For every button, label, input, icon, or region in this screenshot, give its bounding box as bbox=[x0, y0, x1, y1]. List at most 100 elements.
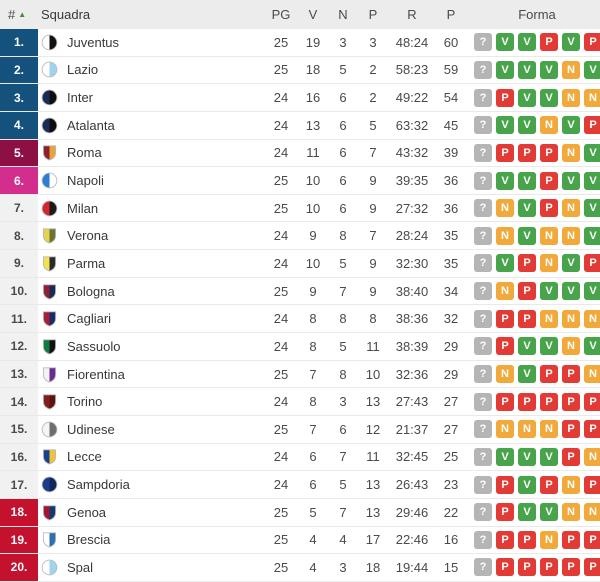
cell-n: 7 bbox=[339, 283, 347, 299]
form-boxes: ? N P V V V bbox=[466, 278, 600, 305]
form-box: P bbox=[518, 309, 536, 328]
form-box: N bbox=[584, 447, 600, 466]
team-logo-icon bbox=[41, 89, 58, 106]
header-played[interactable]: PG bbox=[271, 7, 291, 22]
header-position[interactable]: # ▲ bbox=[0, 7, 38, 22]
form-box: V bbox=[496, 254, 514, 273]
team-name: Cagliari bbox=[67, 311, 112, 327]
header-draws[interactable]: N bbox=[338, 7, 348, 22]
form-box: N bbox=[496, 199, 514, 218]
cell-p: 2 bbox=[369, 90, 377, 106]
form-boxes: ? V V V P N bbox=[466, 444, 600, 471]
header-losses[interactable]: P bbox=[368, 7, 378, 22]
cell-n: 5 bbox=[339, 62, 347, 78]
form-box: V bbox=[540, 337, 558, 356]
table-row[interactable]: 19. Brescia 25 4 4 17 22:46 16 ? P P N P P bbox=[0, 526, 600, 555]
team-logo-icon bbox=[42, 366, 57, 383]
form-box: P bbox=[518, 143, 536, 162]
form-box-unknown: ? bbox=[474, 530, 492, 549]
form-box: P bbox=[540, 475, 558, 494]
cell-pts: 59 bbox=[443, 62, 459, 78]
table-row[interactable]: 16. Lecce 24 6 7 11 32:45 25 ? V V V P N bbox=[0, 443, 600, 472]
form-box: N bbox=[540, 226, 558, 245]
header-points[interactable]: P bbox=[446, 7, 456, 22]
table-row[interactable]: 11. Cagliari 24 8 8 8 38:36 32 ? P P N N N bbox=[0, 305, 600, 334]
table-row[interactable]: 5. Roma 24 11 6 7 43:32 39 ? P P P N V bbox=[0, 139, 600, 168]
cell-r: 29:46 bbox=[395, 504, 429, 520]
table-row[interactable]: 10. Bologna 25 9 7 9 38:40 34 ? N P V V V bbox=[0, 277, 600, 306]
table-row[interactable]: 13. Fiorentina 25 7 8 10 32:36 29 ? N V P P N bbox=[0, 360, 600, 389]
cell-v: 6 bbox=[309, 449, 317, 465]
team-logo-icon bbox=[41, 62, 58, 78]
header-team[interactable]: Squadra bbox=[41, 7, 91, 22]
form-box: V bbox=[518, 447, 536, 466]
cell-pts: 34 bbox=[443, 283, 459, 299]
table-row[interactable]: 7. Milan 25 10 6 9 27:32 36 ? N V P N V bbox=[0, 194, 600, 223]
cell-v: 19 bbox=[305, 34, 321, 50]
cell-v: 10 bbox=[305, 200, 321, 216]
cell-pts: 35 bbox=[443, 255, 459, 271]
position-badge: 17. bbox=[0, 471, 38, 498]
team-name: Genoa bbox=[67, 504, 107, 520]
form-box: V bbox=[562, 282, 580, 301]
team-name: Juventus bbox=[67, 34, 120, 50]
table-row[interactable]: 6. Napoli 25 10 6 9 39:35 36 ? V V P V V bbox=[0, 167, 600, 195]
cell-r: 21:37 bbox=[395, 421, 429, 437]
table-row[interactable]: 14. Torino 24 8 3 13 27:43 27 ? P P P P P bbox=[0, 388, 600, 416]
table-row[interactable]: 2. Lazio 25 18 5 2 58:23 59 ? V V V N V bbox=[0, 56, 600, 85]
cell-r: 27:43 bbox=[395, 394, 429, 410]
header-wins[interactable]: V bbox=[308, 7, 318, 22]
table-row[interactable]: 9. Parma 24 10 5 9 32:30 35 ? V P N V P bbox=[0, 250, 600, 278]
cell-pts: 39 bbox=[443, 145, 459, 161]
form-box: P bbox=[496, 309, 514, 328]
form-box: N bbox=[540, 530, 558, 549]
form-boxes: ? P P P P P bbox=[466, 554, 600, 581]
form-boxes: ? V V N V P bbox=[466, 112, 600, 139]
form-box: V bbox=[496, 447, 514, 466]
cell-pg: 24 bbox=[273, 255, 289, 271]
form-box: P bbox=[518, 282, 536, 301]
position-badge: 2. bbox=[0, 56, 38, 84]
cell-p: 12 bbox=[365, 421, 381, 437]
cell-r: 39:35 bbox=[395, 173, 429, 189]
form-box: P bbox=[540, 143, 558, 162]
position-badge: 6. bbox=[0, 167, 38, 194]
header-goals[interactable]: R bbox=[407, 7, 417, 22]
cell-n: 6 bbox=[339, 421, 347, 437]
table-row[interactable]: 17. Sampdoria 24 6 5 13 26:43 23 ? P V P N P bbox=[0, 471, 600, 499]
team-name: Parma bbox=[67, 255, 106, 271]
form-box: P bbox=[540, 33, 558, 52]
form-box: V bbox=[518, 503, 536, 522]
form-box: V bbox=[496, 33, 514, 52]
table-row[interactable]: 8. Verona 24 9 8 7 28:24 35 ? N V N N V bbox=[0, 222, 600, 251]
form-box: P bbox=[496, 558, 514, 577]
form-box-unknown: ? bbox=[474, 337, 492, 356]
cell-pts: 23 bbox=[443, 477, 459, 493]
form-box: N bbox=[562, 143, 580, 162]
team-logo-icon bbox=[42, 311, 57, 327]
cell-n: 8 bbox=[339, 311, 347, 327]
form-box: P bbox=[496, 143, 514, 162]
cell-n: 6 bbox=[339, 173, 347, 189]
form-box-unknown: ? bbox=[474, 558, 492, 577]
header-form: Forma bbox=[518, 7, 556, 22]
position-badge: 11. bbox=[0, 305, 38, 333]
cell-v: 18 bbox=[305, 62, 321, 78]
table-row[interactable]: 12. Sassuolo 24 8 5 11 38:39 29 ? P V V N V bbox=[0, 333, 600, 361]
table-row[interactable]: 1. Juventus 25 19 3 3 48:24 60 ? V V P V P bbox=[0, 29, 600, 57]
table-row[interactable]: 18. Genoa 25 5 7 13 29:46 22 ? P V V N N bbox=[0, 498, 600, 527]
table-row[interactable]: 15. Udinese 25 7 6 12 21:37 27 ? N N N P P bbox=[0, 415, 600, 444]
cell-pg: 24 bbox=[273, 449, 289, 465]
form-box: P bbox=[584, 530, 600, 549]
form-box: V bbox=[540, 88, 558, 107]
form-boxes: ? N V N N V bbox=[466, 222, 600, 249]
cell-pts: 60 bbox=[443, 34, 459, 50]
table-row[interactable]: 3. Inter 24 16 6 2 49:22 54 ? P V V N N bbox=[0, 84, 600, 112]
cell-p: 11 bbox=[366, 449, 380, 465]
form-box-unknown: ? bbox=[474, 420, 492, 439]
form-box: P bbox=[584, 116, 600, 135]
table-row[interactable]: 20. Spal 25 4 3 18 19:44 15 ? P P P P P bbox=[0, 554, 600, 582]
form-box: N bbox=[562, 309, 580, 328]
table-row[interactable]: 4. Atalanta 24 13 6 5 63:32 45 ? V V N V P bbox=[0, 111, 600, 140]
